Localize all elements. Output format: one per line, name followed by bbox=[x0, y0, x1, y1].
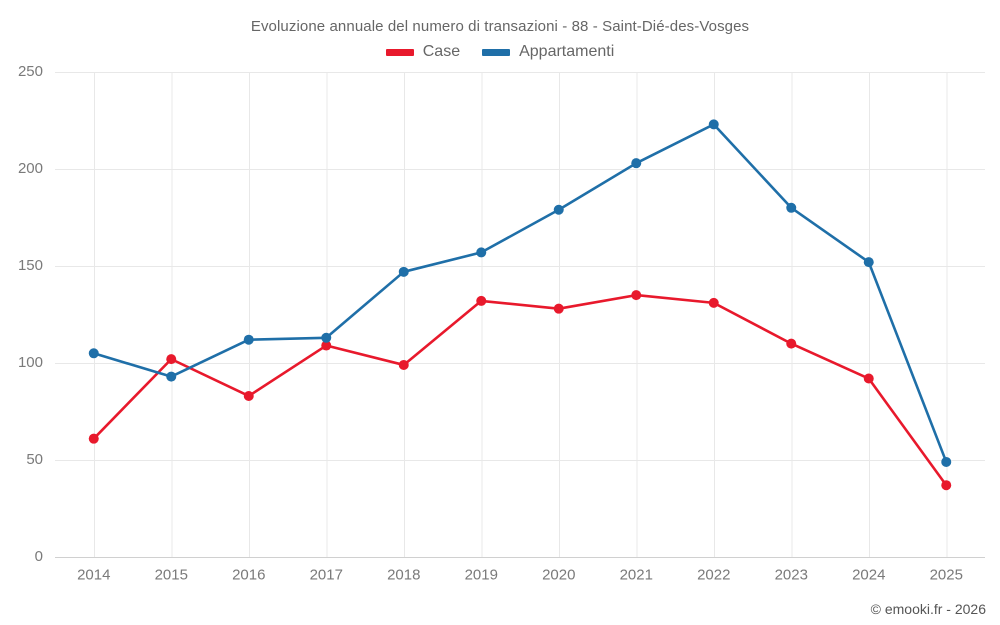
legend-swatch-case-icon bbox=[385, 48, 414, 56]
legend-item-case[interactable]: Case bbox=[385, 43, 461, 61]
data-point-marker[interactable] bbox=[88, 348, 99, 359]
data-point-marker[interactable] bbox=[88, 433, 99, 444]
x-tick-label: 2015 bbox=[155, 566, 188, 583]
data-point-marker[interactable] bbox=[321, 332, 332, 343]
y-tick-label: 50 bbox=[26, 451, 43, 468]
grid-lines bbox=[55, 72, 985, 558]
data-point-marker[interactable] bbox=[786, 202, 797, 213]
chart-title: Evoluzione annuale del numero di transaz… bbox=[250, 18, 750, 35]
data-point-marker[interactable] bbox=[476, 295, 487, 306]
data-point-marker[interactable] bbox=[166, 371, 177, 382]
y-tick-label: 200 bbox=[18, 160, 43, 177]
data-point-marker[interactable] bbox=[166, 354, 177, 365]
x-axis-tick-labels: 2014 2015 2016 2017 2018 2019 2020 2021 2022 2023… bbox=[77, 566, 963, 583]
legend-label-appartamenti: Appartamenti bbox=[519, 43, 615, 60]
data-point-marker[interactable] bbox=[243, 390, 254, 401]
x-tick-label: 2024 bbox=[852, 566, 885, 583]
y-tick-label: 250 bbox=[18, 63, 43, 80]
data-series-group bbox=[88, 119, 952, 491]
legend-item-appartamenti[interactable]: Appartamenti bbox=[482, 43, 614, 61]
data-point-marker[interactable] bbox=[476, 247, 487, 258]
data-point-marker[interactable] bbox=[941, 480, 952, 491]
data-point-marker[interactable] bbox=[708, 297, 719, 308]
data-point-marker[interactable] bbox=[553, 303, 564, 314]
y-axis-tick-labels: 0 50 100 150 200 250 bbox=[18, 63, 43, 565]
x-tick-label: 2016 bbox=[232, 566, 265, 583]
x-tick-label: 2017 bbox=[310, 566, 343, 583]
data-point-marker[interactable] bbox=[786, 338, 797, 349]
data-point-marker[interactable] bbox=[863, 257, 874, 268]
x-tick-label: 2014 bbox=[77, 566, 110, 583]
data-point-marker[interactable] bbox=[863, 373, 874, 384]
series-line-case bbox=[92, 293, 948, 487]
footer-credit: © emooki.fr - 2026 bbox=[870, 601, 986, 617]
data-point-marker[interactable] bbox=[243, 334, 254, 345]
x-tick-label: 2020 bbox=[542, 566, 575, 583]
data-point-marker[interactable] bbox=[708, 119, 719, 130]
y-tick-label: 100 bbox=[18, 354, 43, 371]
x-tick-label: 2019 bbox=[465, 566, 498, 583]
legend-label-case: Case bbox=[422, 43, 461, 60]
data-point-marker[interactable] bbox=[398, 266, 409, 277]
chart-legend: Case Appartamenti bbox=[0, 43, 1000, 61]
data-point-marker[interactable] bbox=[553, 204, 564, 215]
x-tick-label: 2018 bbox=[387, 566, 420, 583]
data-point-marker[interactable] bbox=[631, 290, 642, 301]
data-point-marker[interactable] bbox=[398, 359, 409, 370]
x-tick-label: 2023 bbox=[775, 566, 808, 583]
data-point-marker[interactable] bbox=[321, 340, 332, 351]
y-tick-label: 150 bbox=[18, 257, 43, 274]
data-point-marker[interactable] bbox=[941, 456, 952, 467]
series-line-appartamenti bbox=[92, 123, 948, 464]
data-point-marker[interactable] bbox=[631, 158, 642, 169]
legend-swatch-appartamenti-icon bbox=[482, 48, 511, 56]
x-tick-label: 2025 bbox=[930, 566, 963, 583]
x-tick-label: 2022 bbox=[697, 566, 730, 583]
x-tick-label: 2021 bbox=[620, 566, 653, 583]
y-tick-label: 0 bbox=[35, 548, 43, 565]
